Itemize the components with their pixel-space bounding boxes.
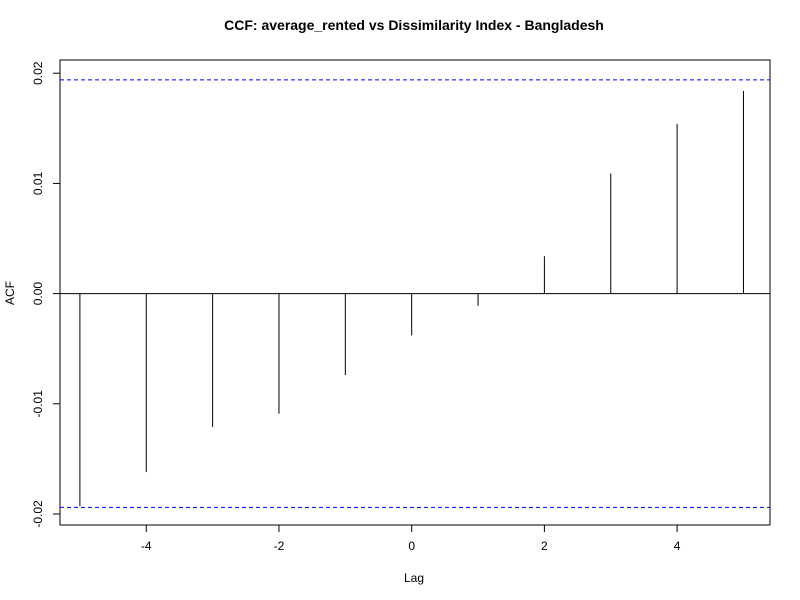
y-axis-label: ACF	[3, 281, 17, 305]
y-tick-label: 0.02	[31, 61, 45, 85]
x-tick-label: 0	[408, 539, 415, 553]
x-tick-label: -4	[141, 539, 152, 553]
plot-frame	[59, 59, 771, 526]
y-tick-label: 0.00	[31, 282, 45, 306]
x-axis-label: Lag	[404, 571, 424, 585]
y-tick-label: -0.01	[31, 390, 45, 418]
y-tick-label: 0.01	[31, 171, 45, 195]
chart-marks: -4 -2 0 2 4 -0.02 -0.01 0.00 0.01 0.02	[31, 61, 770, 553]
chart-title: CCF: average_rented vs Dissimilarity Ind…	[224, 17, 604, 33]
x-tick-label: 2	[541, 539, 548, 553]
x-tick-label: 4	[674, 539, 681, 553]
x-tick-label: -2	[274, 539, 285, 553]
y-tick-label: -0.02	[31, 500, 45, 528]
